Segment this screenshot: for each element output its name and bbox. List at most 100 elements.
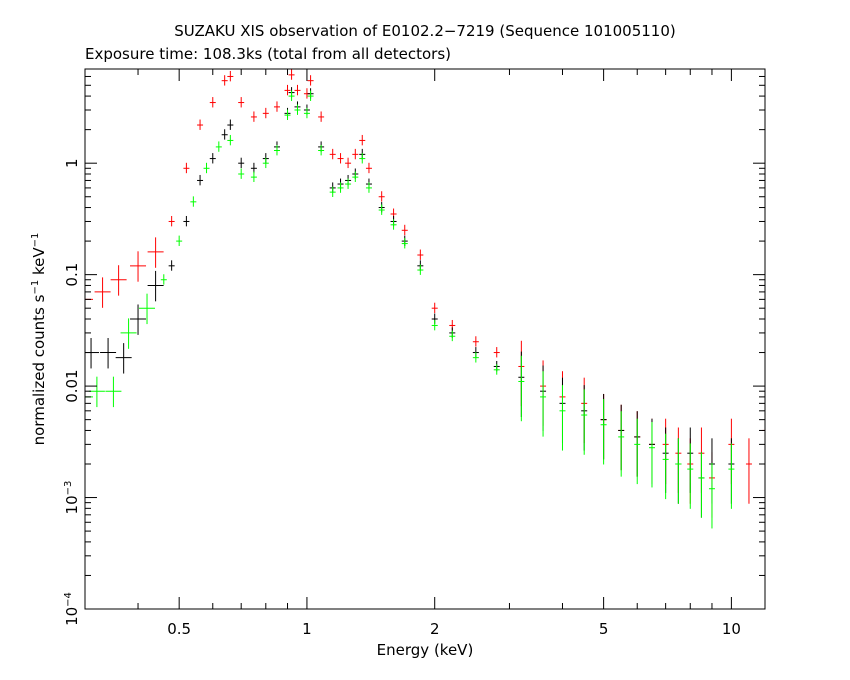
y-tick-label: 1	[63, 158, 81, 168]
data-point	[687, 443, 694, 509]
data-point	[307, 90, 314, 101]
data-point	[130, 304, 147, 335]
data-point	[168, 215, 175, 227]
data-point	[105, 376, 122, 408]
y-axis-label-exp-1: −1	[30, 280, 41, 295]
data-point	[329, 186, 336, 198]
data-point	[417, 249, 424, 260]
axis-layer: 0.5 1 2 5 10 1 0.1 0.01 10−3 10−4	[63, 68, 765, 638]
data-point	[345, 157, 352, 169]
data-point	[401, 224, 408, 236]
data-point	[352, 171, 359, 182]
data-point	[262, 157, 269, 169]
y-tick-label: 0.01	[63, 369, 81, 402]
data-point	[284, 84, 291, 96]
data-point	[337, 153, 344, 164]
data-point	[359, 134, 366, 146]
data-point	[493, 347, 500, 358]
data-point	[238, 97, 245, 108]
data-point	[417, 264, 424, 275]
data-point	[472, 336, 479, 347]
data-point	[160, 274, 167, 285]
data-point	[365, 162, 372, 174]
y-tick-label: 10−3	[63, 481, 81, 515]
y-axis-label: normalized counts s−1 keV−1	[30, 233, 48, 446]
data-point	[203, 162, 210, 174]
data-point	[618, 411, 625, 477]
data-point	[273, 101, 280, 112]
data-point	[139, 293, 156, 325]
data-point	[337, 182, 344, 193]
data-point	[288, 69, 295, 80]
series-layer	[84, 69, 766, 529]
data-point	[303, 107, 310, 119]
data-point	[472, 352, 479, 363]
x-tick-label: 2	[430, 620, 440, 638]
data-point	[307, 75, 314, 86]
data-point	[85, 338, 100, 369]
data-point	[318, 111, 325, 122]
data-point	[115, 343, 132, 374]
data-point	[540, 371, 547, 437]
data-point	[250, 162, 257, 174]
data-point	[238, 168, 245, 179]
data-point	[238, 157, 245, 169]
data-point	[262, 107, 269, 119]
data-point	[84, 284, 93, 316]
data-point	[168, 260, 175, 271]
x-tick-label: 0.5	[167, 620, 191, 638]
data-point	[209, 97, 216, 108]
data-point	[365, 182, 372, 193]
data-point	[227, 134, 234, 146]
data-point	[120, 318, 137, 349]
chart-title: SUZAKU XIS observation of E0102.2−7219 (…	[174, 22, 675, 40]
data-point	[352, 148, 359, 160]
x-tick-label: 1	[302, 620, 312, 638]
data-point	[147, 270, 164, 302]
data-point	[329, 148, 336, 160]
data-point	[431, 319, 438, 331]
data-point	[88, 376, 105, 408]
data-point	[345, 178, 352, 189]
data-point	[84, 382, 93, 413]
data-point	[110, 265, 127, 296]
data-point	[518, 355, 525, 422]
data-point	[493, 364, 500, 375]
x-tick-label: 5	[599, 620, 609, 638]
data-point	[197, 174, 204, 186]
data-point	[559, 385, 566, 451]
data-point	[318, 145, 325, 156]
data-point	[130, 251, 147, 282]
data-point	[698, 452, 705, 518]
data-point	[378, 191, 385, 202]
data-point	[401, 238, 408, 249]
data-point	[449, 330, 456, 342]
data-point	[390, 219, 397, 230]
series-2	[84, 90, 735, 529]
data-point	[708, 463, 715, 529]
data-point	[183, 215, 190, 227]
chart-subtitle: Exposure time: 108.3ks (total from all d…	[85, 45, 451, 63]
data-point	[215, 141, 222, 152]
data-point	[431, 302, 438, 314]
series-0	[84, 69, 766, 518]
y-axis-label-main: normalized counts s	[30, 294, 48, 445]
y-tick-label: 10−4	[63, 592, 81, 626]
data-point	[288, 90, 295, 101]
data-point	[250, 171, 257, 182]
x-tick-label: 10	[722, 620, 741, 638]
data-point	[221, 75, 228, 86]
data-point	[209, 153, 216, 164]
data-point	[728, 443, 735, 509]
data-point	[221, 129, 228, 140]
data-point	[284, 109, 291, 120]
data-point	[378, 204, 385, 215]
data-point	[227, 119, 234, 130]
data-point	[100, 338, 117, 369]
data-point	[197, 119, 204, 130]
data-point	[662, 433, 669, 500]
data-point	[273, 145, 280, 156]
x-axis-label: Energy (keV)	[377, 641, 474, 659]
data-point	[648, 422, 655, 488]
data-point	[147, 237, 164, 268]
